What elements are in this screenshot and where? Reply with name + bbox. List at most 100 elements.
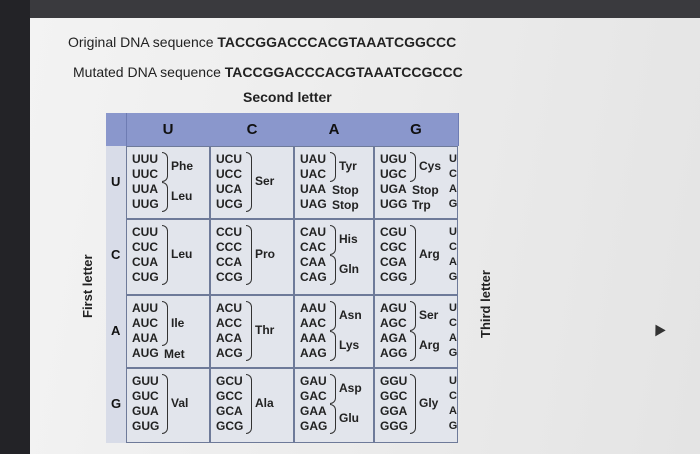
codon-CCU: CCU [216,225,242,239]
codon-AAC: AAC [300,316,326,330]
second-letter-G: G [374,113,459,146]
codon-UUU: UUU [132,152,158,166]
third-letter-A-U: U [449,302,457,314]
codon-UUC: UUC [132,167,158,181]
third-letter-title: Third letter [478,270,493,338]
codon-ACA: ACA [216,331,242,345]
second-letter-C: C [210,113,295,146]
amino-acid-glu: Glu [339,411,359,425]
amino-acid-stop: Stop [332,198,359,212]
codon-AUG: AUG [132,346,159,360]
codon-ACU: ACU [216,301,242,315]
codon-UAG: UAG [300,197,327,211]
amino-acid-asp: Asp [339,381,362,395]
brace-AA-1 [330,331,336,361]
codon-GCU: GCU [216,374,243,388]
header-corner [106,113,127,146]
brace-GA-0 [330,374,336,404]
third-letter-A-A: A [449,332,457,344]
brace-AA-0 [330,301,336,331]
brace-GA-1 [330,404,336,434]
brace-AG-1 [410,331,416,361]
cell-CG [374,219,458,295]
cell-GC [210,368,294,443]
brace-UU-0 [162,152,168,182]
amino-acid-arg: Arg [419,247,440,261]
third-letter-G-U: U [449,375,457,387]
third-letter-C-G: G [448,271,458,283]
codon-CGA: CGA [380,255,407,269]
first-letter-G: G [111,396,122,411]
amino-acid-thr: Thr [255,323,275,337]
codon-UUA: UUA [132,182,158,196]
third-letter-C-A: A [449,256,457,268]
original-sequence-value: TACCGGACCCACGTAAATCGGCCC [217,34,457,50]
brace-GG-0 [410,374,416,434]
codon-table: U C A G U C A G UUU UUC UUA UUG Phe Leu UCU UCC UCA UCG Se… [106,113,459,443]
brace-UC-0 [246,152,252,212]
amino-acid-met: Met [164,347,185,361]
codon-GCC: GCC [216,389,243,403]
amino-acid-ala: Ala [255,396,274,410]
amino-acid-stop: Stop [332,183,359,197]
cell-AU [126,295,210,368]
codon-UCG: UCG [216,197,243,211]
codon-GGU: GGU [380,374,408,388]
codon-AGU: AGU [380,301,407,315]
cell-GG [374,368,458,443]
codon-CGU: CGU [380,225,407,239]
cell-UA [294,146,374,219]
codon-CCC: CCC [216,240,242,254]
codon-CAA: CAA [300,255,326,269]
codon-GUU: GUU [132,374,159,388]
codon-CUC: CUC [132,240,158,254]
codon-GUC: GUC [132,389,159,403]
codon-CGC: CGC [380,240,407,254]
codon-UCU: UCU [216,152,242,166]
codon-CAU: CAU [300,225,326,239]
amino-acid-arg: Arg [419,338,440,352]
brace-CA-0 [330,225,336,255]
amino-acid-asn: Asn [339,308,362,322]
codon-CAC: CAC [300,240,326,254]
brace-UU-1 [162,182,168,212]
amino-acid-ile: Ile [171,315,185,330]
cell-UG [374,146,458,219]
codon-AAA: AAA [300,331,326,345]
codon-UAC: UAC [300,167,326,181]
codon-GAC: GAC [300,389,327,403]
codon-AGC: AGC [380,316,407,330]
brace-GC-0 [246,374,252,434]
codon-CAG: CAG [300,270,327,284]
codon-CCG: CCG [216,270,243,284]
amino-acid-ser: Ser [419,308,439,322]
codon-UGU: UGU [380,152,407,166]
codon-UGC: UGC [380,167,407,181]
codon-ACG: ACG [216,346,243,360]
brace-GU-0 [162,374,168,434]
amino-acid-phe: Phe [171,159,194,173]
first-letter-A: A [111,323,121,338]
codon-CUA: CUA [132,255,158,269]
codon-UCA: UCA [216,182,242,196]
amino-acid-tyr: Tyr [339,159,357,173]
codon-AUC: AUC [132,316,158,330]
monitor-bezel-top [0,0,700,18]
amino-acid-ser: Ser [255,174,275,188]
third-letter-A-C: C [449,317,457,329]
amino-acid-stop: Stop [412,183,439,197]
codon-CUG: CUG [132,270,159,284]
cell-CC [210,219,294,295]
codon-UAA: UAA [300,182,326,196]
second-letter-A: A [294,113,375,146]
codon-AAU: AAU [300,301,326,315]
mutated-sequence-value: TACCGGACCCACGTAAATCCGCCC [224,64,463,80]
third-letter-U-U: U [449,153,457,165]
brace-CG-0 [410,225,416,285]
codon-GAG: GAG [300,419,328,433]
codon-ACC: ACC [216,316,242,330]
codon-GCG: GCG [216,419,244,433]
codon-AGA: AGA [380,331,407,345]
codon-GUG: GUG [132,419,160,433]
mutated-sequence-line: Mutated DNA sequence TACCGGACCCACGTAAATC… [73,64,463,80]
